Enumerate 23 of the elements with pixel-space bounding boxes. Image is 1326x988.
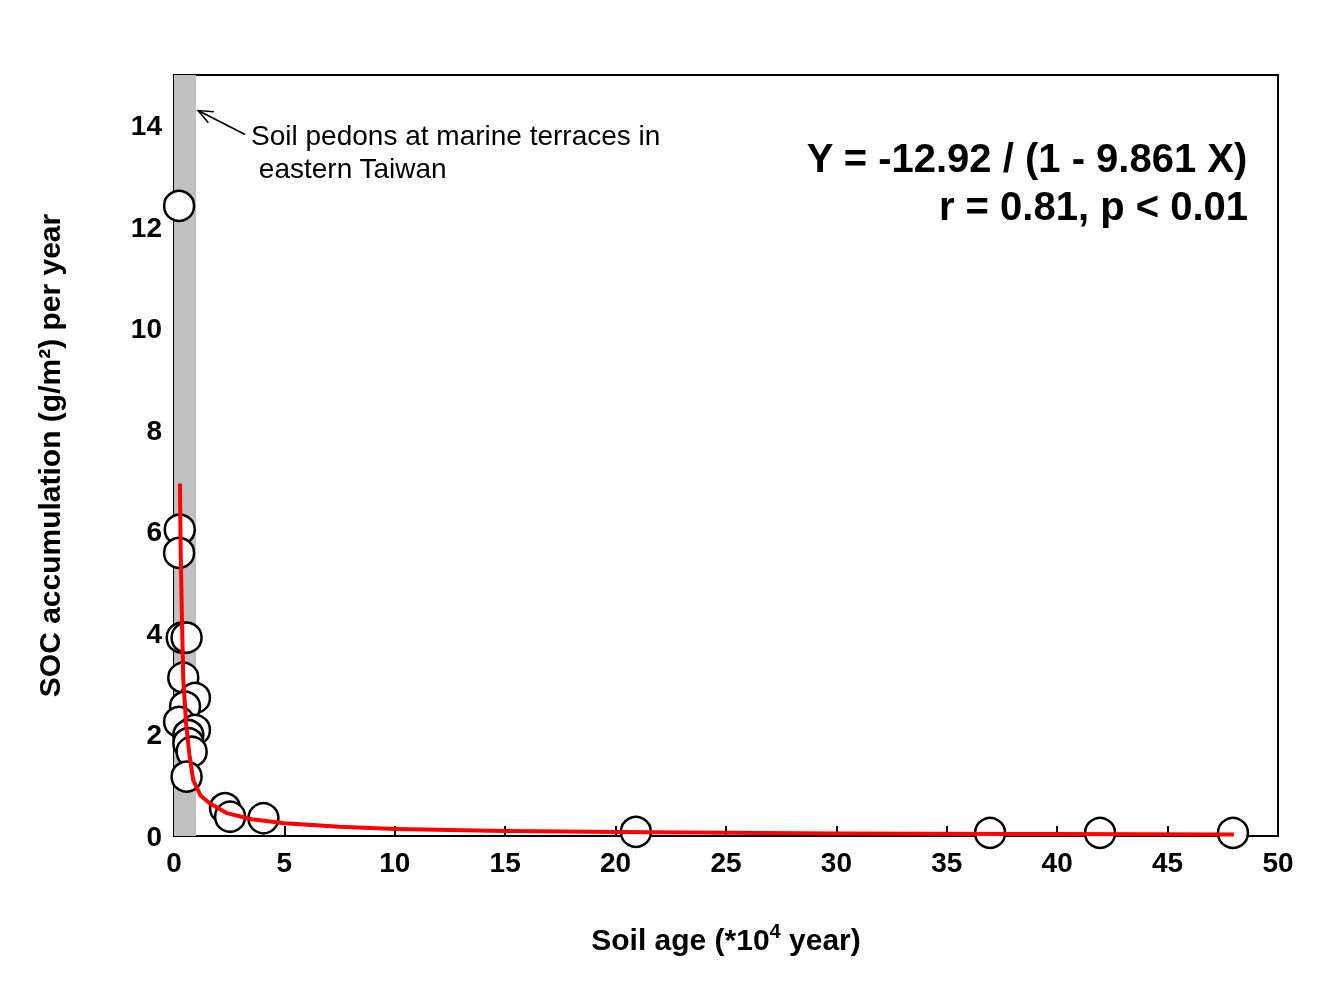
x-tick-label: 25 [710, 846, 742, 878]
y-tick-label: 4 [146, 617, 163, 649]
x-tick-label: 10 [379, 846, 411, 878]
x-tick-label: 45 [1152, 846, 1184, 878]
x-tick-label: 35 [931, 846, 963, 878]
y-tick-label: 10 [130, 313, 162, 345]
x-tick-label: 20 [600, 846, 632, 878]
y-tick-label: 8 [146, 414, 162, 446]
annotation: r = 0.81, p < 0.01 [938, 184, 1249, 228]
y-axis-title: SOC accumulation (g/m²) per year [32, 213, 66, 698]
x-tick-label: 50 [1262, 846, 1294, 878]
y-tick-label: 12 [130, 211, 162, 243]
x-tick-label: 40 [1041, 846, 1073, 878]
x-tick-label: 30 [820, 846, 852, 878]
y-tick-label: 14 [130, 110, 163, 142]
y-tick-label: 2 [146, 719, 162, 751]
point [162, 189, 196, 223]
x-tick-label: 15 [489, 846, 521, 878]
y-tick-label: 0 [146, 820, 162, 852]
y-tick-label: 6 [146, 516, 162, 548]
annotation: Y = -12.92 / (1 - 9.861 X) [806, 136, 1248, 180]
x-tick-label: 5 [276, 846, 293, 878]
annotation: Soil pedons at marine terraces in eastern Taiwan [251, 119, 661, 184]
